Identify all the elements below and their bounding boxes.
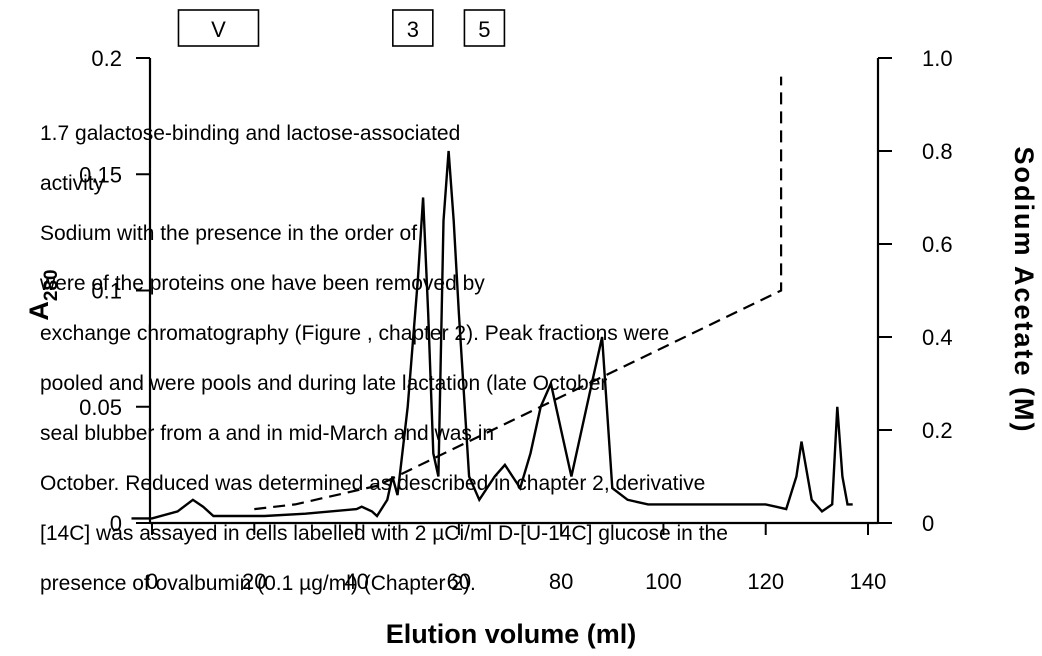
x-tick-label: 0 [146, 569, 158, 594]
x-axis-title: Elution volume (ml) [386, 619, 637, 649]
series-layer [131, 76, 853, 520]
y-axis-title-subscript: 280 [41, 269, 62, 301]
x-tick-label: 80 [549, 569, 573, 594]
x-ticks: 0 20 40 60 80 100 120 140 [146, 523, 886, 594]
fraction-box-label: V [211, 17, 226, 42]
y-axis-title: A280 [24, 269, 62, 320]
right-y-tick-label: 0 [922, 511, 934, 536]
background-text-line: exchange chromatography (Figure , chapte… [40, 322, 669, 345]
absorbance-trace-line [131, 150, 853, 520]
x-tick-label: 140 [850, 569, 887, 594]
background-text-line: pooled and were pools and during late la… [40, 372, 607, 395]
left-y-tick-label: 0 [110, 511, 122, 536]
x-tick-label: 60 [447, 569, 471, 594]
fraction-box [177, 9, 260, 47]
y-axis-title-main: A [24, 301, 54, 321]
y2-axis-title: Sodium Acetate (M) [1009, 146, 1039, 433]
x-tick-label: 20 [242, 569, 266, 594]
background-text-line: [14C] was assayed in cells labelled with… [40, 522, 728, 545]
right-y-tick-label: 1.0 [922, 46, 953, 71]
right-y-tick-label: 0.6 [922, 232, 953, 257]
left-y-ticks: 0 0.05 0.1 0.15 0.2 [79, 46, 150, 536]
x-tick-label: 100 [645, 569, 682, 594]
left-y-tick-label: 0.1 [91, 279, 122, 304]
background-text-line: 1.7 galactose-binding and lactose-associ… [40, 122, 460, 145]
left-y-tick-label: 0.2 [91, 46, 122, 71]
background-text-line: Sodium with the presence in the order of [40, 222, 417, 245]
right-y-ticks: 0 0.2 0.4 0.6 0.8 1.0 [878, 46, 953, 536]
left-y-tick-label: 0.15 [79, 162, 122, 187]
background-text-line: activity [40, 172, 105, 195]
fraction-box-label: 3 [407, 17, 419, 42]
right-y-tick-label: 0.4 [922, 325, 953, 350]
sodium-acetate-gradient-line [254, 76, 783, 511]
background-text-line: October. Reduced was determined as descr… [40, 472, 705, 495]
fraction-box [392, 9, 434, 47]
left-y-tick-label: 0.05 [79, 395, 122, 420]
svg-text:A280: A280 [24, 269, 62, 320]
right-y-tick-label: 0.8 [922, 139, 953, 164]
x-tick-label: 40 [344, 569, 368, 594]
right-y-tick-label: 0.2 [922, 418, 953, 443]
fraction-boxes: V 3 5 [177, 9, 506, 47]
x-tick-label: 120 [747, 569, 784, 594]
background-text-line: presence of ovalbumin (0.1 µg/ml) (Chapt… [40, 572, 476, 595]
fraction-box-label: 5 [478, 17, 490, 42]
fraction-box [463, 9, 506, 47]
svg-text:Sodium Acetate (M): Sodium Acetate (M) [1009, 146, 1039, 433]
background-text-line: seal blubber from a and in mid-March and… [40, 422, 494, 445]
